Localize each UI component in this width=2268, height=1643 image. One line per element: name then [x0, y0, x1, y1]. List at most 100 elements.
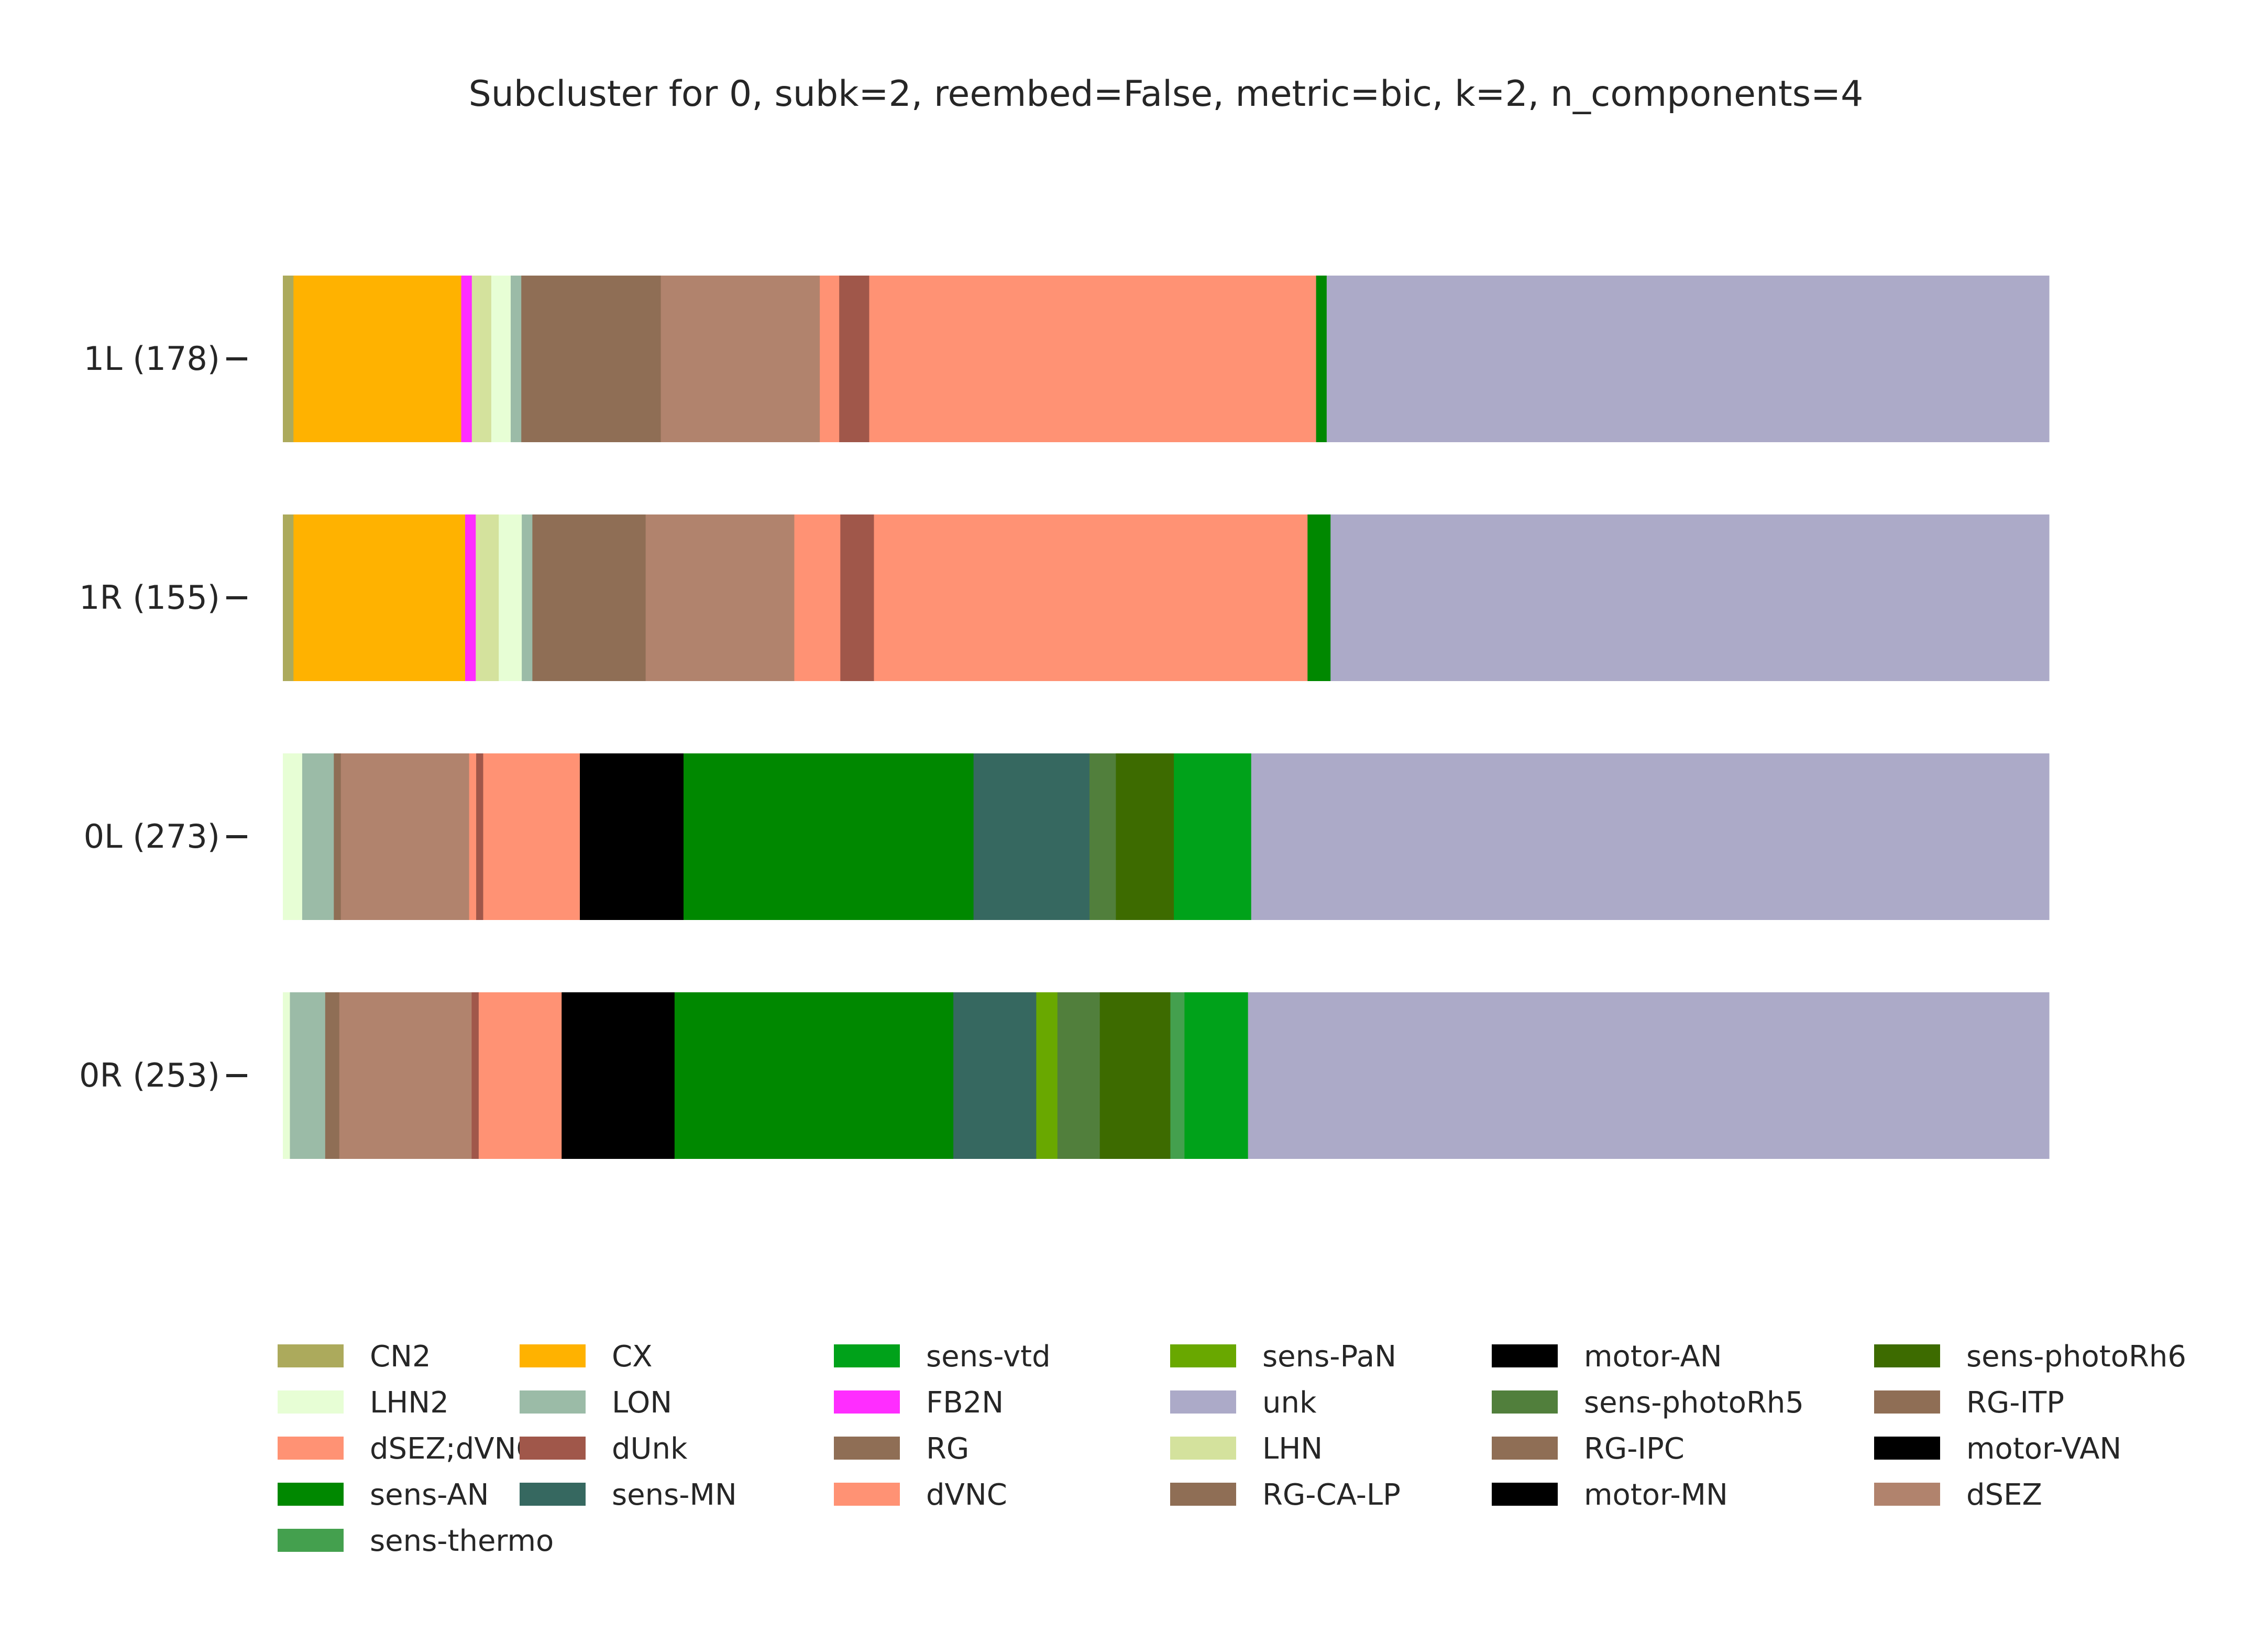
legend-item-sens-thermo: sens-thermo	[278, 1524, 554, 1558]
bar-segment-fb2n	[465, 514, 476, 681]
legend-swatch	[278, 1529, 344, 1552]
legend-item-cx: CX	[520, 1340, 652, 1374]
y-tick-label: 0R (253)	[79, 1056, 220, 1094]
bar-segment-dvnc	[478, 992, 562, 1159]
legend-label: LON	[612, 1386, 672, 1420]
bar-segment-motor-mn	[611, 992, 654, 1159]
bar-segment-rg-itp	[521, 276, 662, 442]
y-tick-label: 1R (155)	[79, 578, 220, 617]
bar-segment-cn2	[283, 276, 294, 442]
legend-item-rg-itp: RG-ITP	[1874, 1386, 2064, 1420]
bar-segment-lhn	[471, 276, 492, 442]
bars-layer	[283, 276, 2050, 1159]
legend-swatch	[278, 1437, 344, 1460]
legend-item-dunk: dUnk	[520, 1432, 688, 1466]
bar-segment-dunk	[471, 992, 479, 1159]
legend-label: sens-MN	[612, 1478, 737, 1512]
legend-swatch	[1874, 1437, 1940, 1460]
legend-swatch	[1170, 1390, 1236, 1414]
bar-segment-motor-an	[562, 992, 612, 1159]
legend-item-lhn: LHN	[1170, 1432, 1323, 1466]
legend-label: dSEZ	[1966, 1478, 2042, 1512]
y-axis: 1L (178) 1R (155) 0L (273) 0R (253)	[79, 339, 247, 1094]
legend-swatch	[1492, 1390, 1558, 1414]
bar-1l-178	[283, 276, 2050, 442]
bar-segment-dvnc	[869, 276, 1317, 442]
bar-segment-motor-van	[653, 992, 675, 1159]
bar-segment-motor-van	[657, 753, 684, 920]
legend-swatch	[1874, 1390, 1940, 1414]
bar-segment-cx	[293, 276, 462, 442]
legend-label: sens-vtd	[926, 1340, 1051, 1374]
bar-segment-cn2	[283, 514, 294, 681]
legend-swatch	[834, 1483, 900, 1506]
legend-swatch	[1170, 1344, 1236, 1367]
bar-segment-lhn	[476, 514, 499, 681]
legend-label: sens-AN	[370, 1478, 489, 1512]
bar-segment-sens-an	[1307, 514, 1331, 681]
legend-item-unk: unk	[1170, 1386, 1317, 1420]
legend-swatch	[834, 1344, 900, 1367]
legend-swatch	[520, 1437, 586, 1460]
bar-segment-lon	[510, 276, 522, 442]
legend-label: sens-photoRh5	[1584, 1386, 1804, 1420]
bar-segment-rg	[325, 992, 340, 1159]
bar-segment-dsez-dvnc	[794, 514, 841, 681]
legend-item-dsez: dSEZ	[1874, 1478, 2042, 1512]
legend-label: motor-MN	[1584, 1478, 1728, 1512]
legend-swatch	[278, 1483, 344, 1506]
legend-item-dvnc: dVNC	[834, 1478, 1007, 1512]
bar-segment-dsez	[660, 276, 820, 442]
bar-segment-sens-vtd	[1174, 753, 1252, 920]
legend-swatch	[278, 1344, 344, 1367]
bar-1r-155	[283, 514, 2050, 681]
bar-segment-lhn2	[491, 276, 511, 442]
legend-swatch	[1492, 1483, 1558, 1506]
legend-label: unk	[1262, 1386, 1317, 1420]
legend-label: LHN	[1262, 1432, 1323, 1466]
legend-swatch	[520, 1344, 586, 1367]
legend-label: CX	[612, 1340, 652, 1374]
legend-swatch	[1492, 1344, 1558, 1367]
y-tick-label: 0L (273)	[84, 817, 220, 856]
legend-item-sens-pan: sens-PaN	[1170, 1340, 1396, 1374]
legend-label: motor-AN	[1584, 1340, 1722, 1374]
legend-swatch	[1874, 1483, 1940, 1506]
bar-0r-253	[283, 992, 2050, 1159]
bar-segment-lon	[290, 992, 326, 1159]
legend-label: RG-IPC	[1584, 1432, 1685, 1466]
bar-segment-sens-vtd	[1184, 992, 1249, 1159]
legend-label: RG-ITP	[1966, 1386, 2064, 1420]
legend-label: dUnk	[612, 1432, 688, 1466]
legend-item-sens-photorh5: sens-photoRh5	[1492, 1386, 1804, 1420]
bar-segment-sens-thermo	[1170, 992, 1185, 1159]
legend-item-rg: RG	[834, 1432, 969, 1466]
y-tick-label: 1L (178)	[84, 339, 220, 378]
legend-swatch	[834, 1437, 900, 1460]
legend-label: sens-photoRh6	[1966, 1340, 2186, 1374]
bar-segment-sens-an	[674, 992, 954, 1159]
bar-segment-lhn2	[283, 992, 291, 1159]
bar-segment-unk	[1248, 992, 2050, 1159]
legend-swatch	[278, 1390, 344, 1414]
bar-segment-unk	[1330, 514, 2050, 681]
bar-segment-motor-mn	[625, 753, 658, 920]
bar-segment-dsez-dvnc	[820, 276, 840, 442]
legend-item-cn2: CN2	[278, 1340, 431, 1374]
bar-0l-273	[283, 753, 2050, 920]
legend-item-motor-an: motor-AN	[1492, 1340, 1722, 1374]
legend-swatch	[1170, 1483, 1236, 1506]
bar-segment-sens-photorh5	[1089, 753, 1116, 920]
legend-label: sens-PaN	[1262, 1340, 1396, 1374]
legend-item-motor-van: motor-VAN	[1874, 1432, 2121, 1466]
bar-segment-sens-photorh5	[1057, 992, 1100, 1159]
bar-segment-lon	[302, 753, 334, 920]
legend-item-sens-mn: sens-MN	[520, 1478, 737, 1512]
legend-swatch	[1874, 1344, 1940, 1367]
legend-label: FB2N	[926, 1386, 1004, 1420]
bar-segment-cx	[293, 514, 466, 681]
bar-segment-dsez	[339, 992, 472, 1159]
legend-item-sens-photorh6: sens-photoRh6	[1874, 1340, 2186, 1374]
bar-segment-sens-an	[683, 753, 974, 920]
